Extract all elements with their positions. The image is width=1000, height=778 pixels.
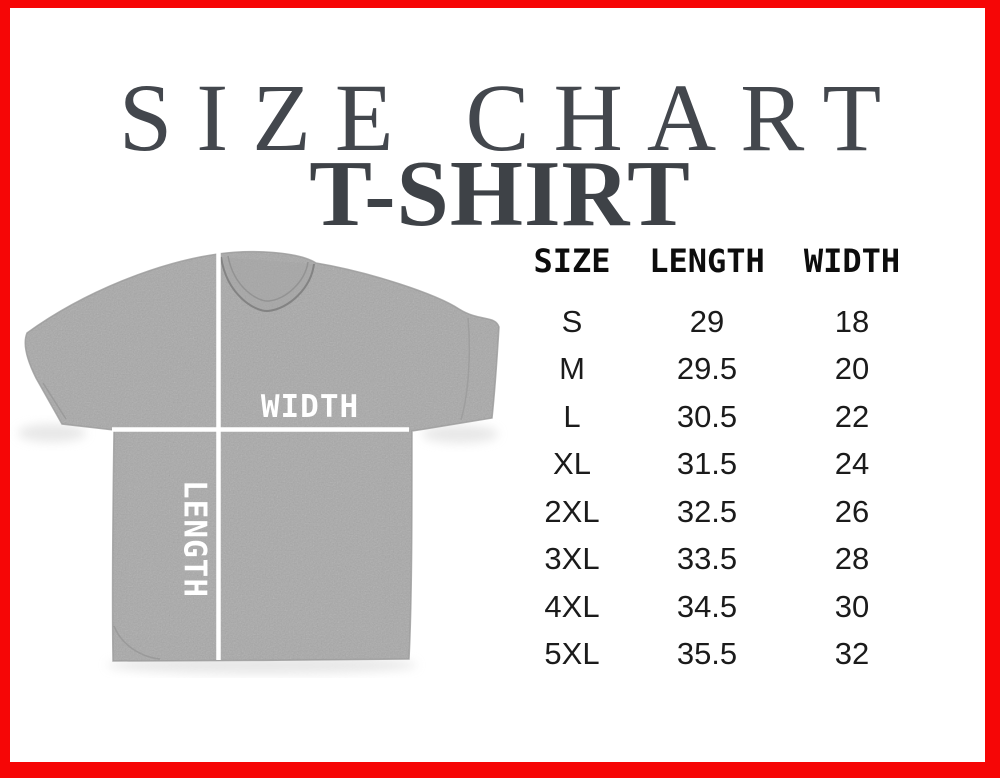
tshirt-outline [24,250,500,662]
fold-left-cuff [42,382,67,420]
shadow-left-sleeve [18,424,86,442]
cell-length: 35.5 [676,636,738,672]
cell-length: 29 [689,303,725,339]
cell-width: 22 [834,398,870,434]
table-row: 3XL 33.5 28 [522,536,912,584]
page-subtitle: T-SHIRT [309,142,691,246]
cell-size: 2XL [544,493,600,529]
length-measure-label: LENGTH [176,480,213,598]
cell-length: 29.5 [676,351,738,387]
fold-hem-left [113,625,161,660]
table-row: 4XL 34.5 30 [522,583,912,631]
cell-width: 18 [834,303,870,339]
cell-length: 32.5 [676,493,738,529]
cell-length: 30.5 [676,398,738,434]
col-header-width: WIDTH [803,242,901,280]
cell-size: L [563,398,581,434]
fold-right-sleeve [460,317,471,421]
size-table-body: S 29 18 M 29.5 20 L 30.5 22 XL 31.5 24 2… [522,298,912,678]
table-row: M 29.5 20 [522,346,912,394]
cell-length: 34.5 [676,588,738,624]
cell-width: 28 [834,541,870,577]
page-title: SIZE CHART [118,64,906,171]
size-table: SIZE LENGTH WIDTH S 29 18 M 29.5 20 L 30… [522,238,912,678]
cell-length: 33.5 [676,541,738,577]
table-row: L 30.5 22 [522,393,912,441]
collar-outline [220,256,315,313]
cell-width: 20 [834,351,870,387]
cell-size: 4XL [544,588,600,624]
cell-width: 32 [834,636,870,672]
cell-width: 30 [834,588,870,624]
width-measure-label: WIDTH [260,389,360,425]
table-row: 5XL 35.5 32 [522,631,912,679]
shadow-right-sleeve [422,425,498,443]
cell-size: M [559,351,585,387]
cell-size: 5XL [544,636,600,672]
tshirt-photo [18,250,500,674]
cell-width: 26 [834,493,870,529]
table-row: XL 31.5 24 [522,441,912,489]
cell-size: 3XL [544,541,600,577]
cell-size: XL [553,446,591,482]
table-row: S 29 18 [522,298,912,346]
table-row: 2XL 32.5 26 [522,488,912,536]
col-header-size: SIZE [533,242,611,280]
cell-size: S [561,303,583,339]
collar-band-line [227,255,309,302]
cell-width: 24 [834,446,870,482]
cell-length: 31.5 [676,446,738,482]
size-table-header: SIZE LENGTH WIDTH [522,238,912,284]
col-header-length: LENGTH [649,242,765,280]
tshirt-diagram [0,240,520,678]
